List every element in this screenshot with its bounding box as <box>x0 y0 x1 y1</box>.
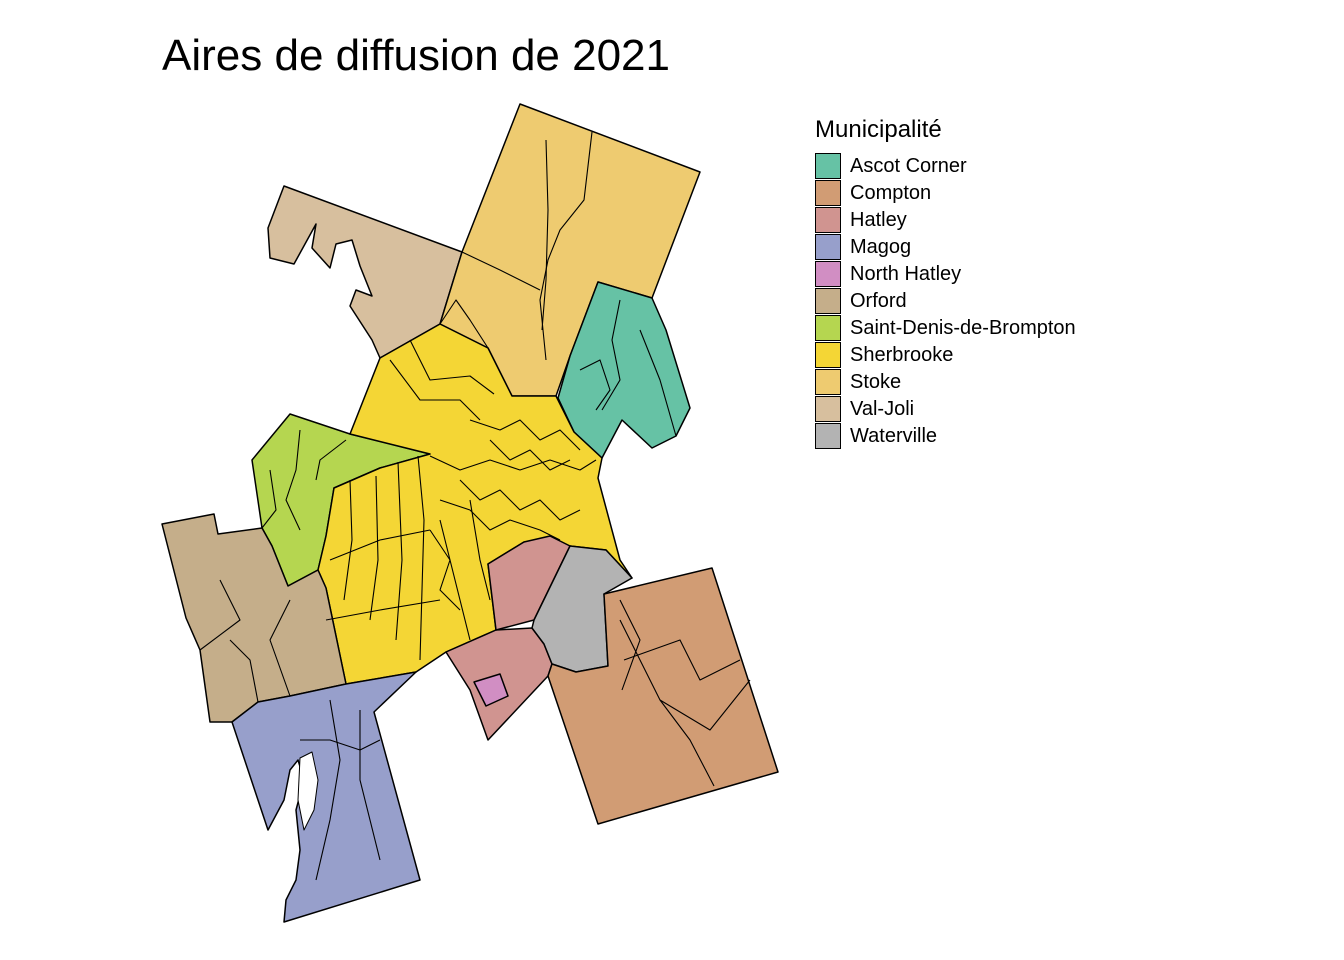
legend-label: Hatley <box>850 208 907 231</box>
legend-swatch <box>815 368 841 395</box>
legend-item: Sherbrooke <box>815 341 1076 368</box>
legend-item: Compton <box>815 179 1076 206</box>
legend-item: Magog <box>815 233 1076 260</box>
legend-label: Orford <box>850 289 907 312</box>
legend-label: Waterville <box>850 424 938 447</box>
legend-item: North Hatley <box>815 260 1076 287</box>
legend-swatch <box>815 422 841 449</box>
legend-swatch <box>815 287 841 314</box>
legend-label: Stoke <box>850 370 902 393</box>
legend-swatch <box>815 206 841 233</box>
legend-label: Magog <box>850 235 912 258</box>
legend-swatch <box>815 395 841 422</box>
legend-label: Saint-Denis-de-Brompton <box>850 316 1076 339</box>
legend-item: Val-Joli <box>815 395 1076 422</box>
region-magog <box>231 671 421 923</box>
region-orford <box>161 513 347 723</box>
legend-title: Municipalité <box>815 116 942 143</box>
legend-label: Compton <box>850 181 932 204</box>
legend-swatch <box>815 314 841 341</box>
legend-item: Waterville <box>815 422 1076 449</box>
legend-items: Ascot Corner Compton Hatley Magog North Hatl… <box>815 152 1076 449</box>
legend-item: Orford <box>815 287 1076 314</box>
region-compton <box>547 567 779 825</box>
legend: Municipalité Ascot Corner Compton Hatley Ma… <box>815 114 1076 449</box>
legend-item: Stoke <box>815 368 1076 395</box>
legend-item: Saint-Denis-de-Brompton <box>815 314 1076 341</box>
legend-item: Ascot Corner <box>815 152 1076 179</box>
region-north-hatley <box>473 673 509 707</box>
map-title: Aires de diffusion de 2021 <box>162 31 670 80</box>
legend-swatch <box>815 341 841 368</box>
legend-item: Hatley <box>815 206 1076 233</box>
legend-swatch <box>815 152 841 179</box>
legend-swatch <box>815 260 841 287</box>
legend-label: Sherbrooke <box>850 343 954 366</box>
legend-swatch <box>815 233 841 260</box>
legend-label: Ascot Corner <box>850 154 967 177</box>
region-magog-lake <box>297 751 319 831</box>
legend-label: North Hatley <box>850 262 962 285</box>
legend-swatch <box>815 179 841 206</box>
region-ascot-corner <box>557 281 691 459</box>
legend-label: Val-Joli <box>850 397 915 420</box>
